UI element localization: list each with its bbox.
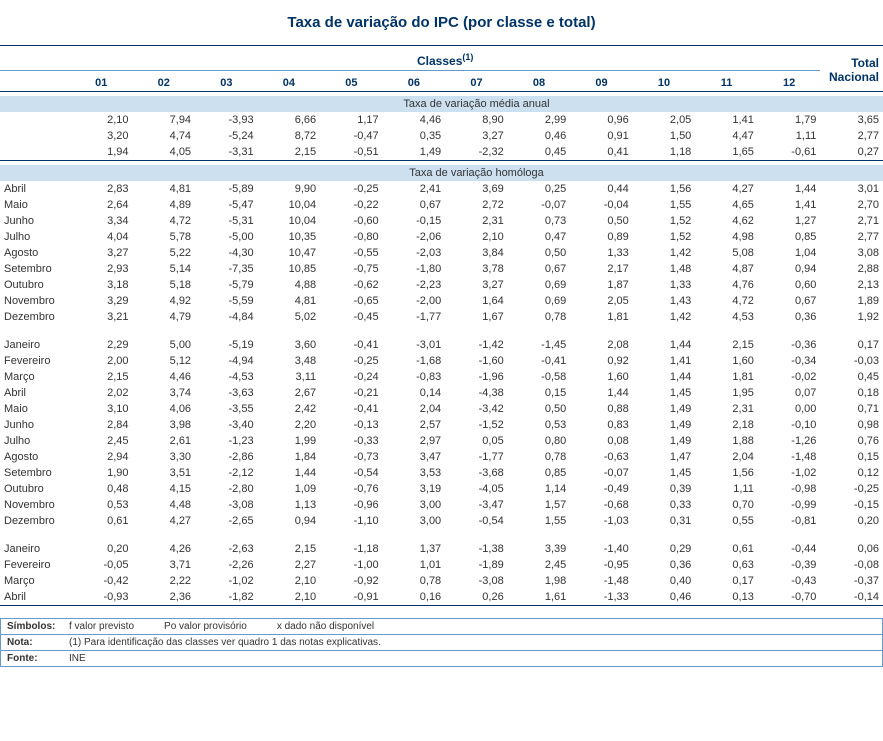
table-row: Novembro0,534,48-3,081,13-0,963,00-3,471… [0, 497, 883, 513]
table-row: Outubro0,484,15-2,801,09-0,763,19-4,051,… [0, 481, 883, 497]
table-row: Dezembro3,214,79-4,845,02-0,45-1,771,670… [0, 309, 883, 325]
table-row: 1,944,05-3,312,15-0,511,49-2,320,450,411… [0, 144, 883, 161]
table-row: Junho3,344,72-5,3110,04-0,60-0,152,310,7… [0, 213, 883, 229]
table-row: Junho2,843,98-3,402,20-0,132,57-1,520,53… [0, 417, 883, 433]
table-row: Março2,154,46-4,533,11-0,24-0,83-1,96-0,… [0, 369, 883, 385]
col-06: 06 [383, 75, 446, 92]
nota-label: Nota: [7, 637, 69, 648]
table-row: Fevereiro-0,053,71-2,262,27-1,001,01-1,8… [0, 557, 883, 573]
notes-nota: Nota: (1) Para identificação das classes… [1, 635, 882, 651]
table-row: 3,204,74-5,248,72-0,470,353,270,460,911,… [0, 128, 883, 144]
table-row: Julho2,452,61-1,231,99-0,332,970,050,800… [0, 433, 883, 449]
col-01: 01 [70, 75, 133, 92]
table-row: Abril2,834,81-5,899,90-0,252,413,690,250… [0, 181, 883, 197]
col-05: 05 [320, 75, 383, 92]
table-row: Março-0,422,22-1,022,10-0,920,78-3,081,9… [0, 573, 883, 589]
table-row: Julho4,045,78-5,0010,35-0,80-2,062,100,4… [0, 229, 883, 245]
notes-fonte: Fonte: INE [1, 651, 882, 667]
symbol-f: f valor previsto [69, 621, 134, 632]
table-row: Abril2,023,74-3,632,67-0,210,14-4,380,15… [0, 385, 883, 401]
col-12: 12 [758, 75, 821, 92]
fonte-label: Fonte: [7, 653, 69, 664]
notes-box: Símbolos: f valor previsto Po valor provi… [0, 618, 883, 667]
table-row: Agosto2,943,30-2,861,84-0,733,47-1,770,7… [0, 449, 883, 465]
data-table: Classes(1)TotalNacional 01020304050607080… [0, 45, 883, 610]
symbol-Po: Po valor provisório [164, 621, 247, 632]
page-title: Taxa de variação do IPC (por classe e to… [0, 14, 883, 31]
table-row: Novembro3,294,92-5,594,81-0,65-2,001,640… [0, 293, 883, 309]
table-row: Fevereiro2,005,12-4,943,48-0,25-1,68-1,6… [0, 353, 883, 369]
table-row: Setembro1,903,51-2,121,44-0,543,53-3,680… [0, 465, 883, 481]
fonte-text: INE [69, 653, 876, 664]
simbolos-label: Símbolos: [7, 621, 69, 632]
table-row: Maio2,644,89-5,4710,04-0,220,672,72-0,07… [0, 197, 883, 213]
notes-simbolos: Símbolos: f valor previsto Po valor provi… [1, 619, 882, 635]
table-row: Janeiro2,295,00-5,193,60-0,41-3,01-1,42-… [0, 337, 883, 353]
table-row: Setembro2,935,14-7,3510,85-0,75-1,803,78… [0, 261, 883, 277]
section-media-anual: Taxa de variação média anual [70, 96, 883, 112]
header-classes: Classes(1) [70, 50, 820, 71]
col-03: 03 [195, 75, 258, 92]
table-row: Abril-0,932,36-1,822,10-0,910,160,261,61… [0, 589, 883, 606]
table-row: Dezembro0,614,27-2,650,94-1,103,00-0,541… [0, 513, 883, 529]
section-homologa: Taxa de variação homóloga [70, 165, 883, 181]
table-row: Agosto3,275,22-4,3010,47-0,55-2,033,840,… [0, 245, 883, 261]
col-04: 04 [258, 75, 321, 92]
table-row: Janeiro0,204,26-2,632,15-1,181,37-1,383,… [0, 541, 883, 557]
nota-text: (1) Para identificação das classes ver q… [69, 637, 876, 648]
col-02: 02 [133, 75, 196, 92]
table-row: Maio3,104,06-3,552,42-0,412,04-3,420,500… [0, 401, 883, 417]
col-07: 07 [445, 75, 508, 92]
symbol-x: x dado não disponível [277, 621, 374, 632]
col-08: 08 [508, 75, 571, 92]
col-09: 09 [570, 75, 633, 92]
header-total: TotalNacional [820, 50, 883, 92]
col-10: 10 [633, 75, 696, 92]
table-row: Outubro3,185,18-5,794,88-0,62-2,233,270,… [0, 277, 883, 293]
col-11: 11 [695, 75, 758, 92]
table-row: 2,107,94-3,936,661,174,468,902,990,962,0… [0, 112, 883, 128]
